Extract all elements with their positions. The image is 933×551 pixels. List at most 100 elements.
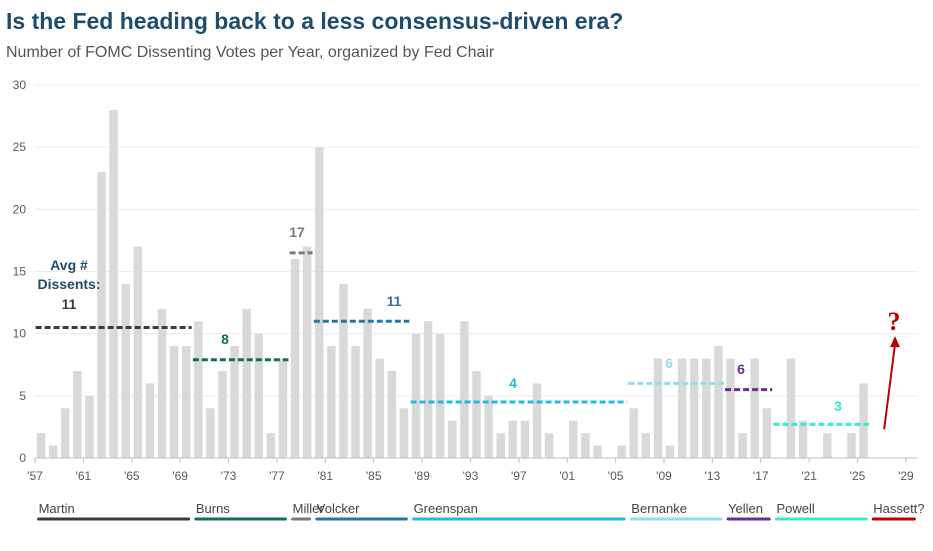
bar-2010 [677, 358, 687, 458]
x-tick-label: '97 [511, 469, 527, 483]
annotation-arrow-head [890, 336, 901, 348]
bar-2020 [798, 420, 808, 458]
bar-1994 [484, 395, 493, 458]
bar-2009 [665, 445, 675, 458]
bar-1965 [133, 246, 143, 458]
bar-1992 [460, 321, 469, 458]
bar-2015 [738, 433, 747, 458]
bar-1982 [339, 283, 348, 458]
bar-1968 [169, 346, 179, 458]
chair-label-burns: Burns [196, 501, 230, 516]
bar-1996 [508, 420, 518, 458]
bar-1988 [411, 333, 421, 458]
bar-1980 [315, 147, 324, 458]
bar-1960 [73, 370, 82, 458]
x-tick-label: '29 [898, 469, 914, 483]
x-tick-label: '69 [172, 469, 188, 483]
chair-label-hassett: Hassett? [873, 501, 924, 516]
y-tick-label: 20 [13, 202, 27, 216]
chair-label-volcker: Volcker [317, 501, 360, 516]
x-tick-label: '09 [656, 469, 672, 483]
x-tick-label: '01 [559, 469, 575, 483]
avg-label-powell: 3 [834, 398, 842, 414]
y-tick-label: 10 [13, 327, 27, 341]
avg-label-martin: 11 [62, 296, 77, 312]
bar-2024 [847, 433, 856, 458]
bar-1961 [85, 395, 94, 458]
bar-1972 [218, 370, 227, 458]
chair-label-yellen: Yellen [728, 501, 763, 516]
x-tick-label: '73 [221, 469, 237, 483]
bar-1966 [145, 383, 155, 458]
bar-2011 [689, 358, 699, 458]
avg-label-yellen: 6 [737, 361, 745, 377]
bar-2003 [593, 445, 602, 458]
y-tick-label: 25 [13, 140, 27, 154]
avg-heading-line: Avg # [50, 257, 88, 273]
bar-1978 [290, 259, 300, 458]
bar-1959 [61, 408, 70, 458]
bar-1971 [206, 408, 215, 458]
y-tick-label: 15 [13, 265, 27, 279]
avg-label-volcker: 11 [387, 293, 402, 309]
bar-1970 [194, 321, 203, 458]
x-tick-label: '65 [124, 469, 140, 483]
chair-label-miller: Miller [293, 501, 325, 516]
y-tick-label: 30 [13, 78, 27, 92]
x-tick-label: '89 [414, 469, 430, 483]
bar-1957 [36, 433, 46, 458]
bar-2007 [641, 433, 651, 458]
x-tick-label: '17 [753, 469, 769, 483]
bar-1991 [448, 420, 457, 458]
bar-2008 [653, 358, 663, 458]
x-tick-label: '85 [366, 469, 382, 483]
bar-2006 [629, 408, 638, 458]
bar-2016 [750, 358, 759, 458]
bar-1976 [266, 433, 276, 458]
y-tick-label: 0 [19, 451, 26, 465]
bar-1964 [121, 283, 130, 458]
bar-1993 [472, 370, 481, 458]
bar-1983 [351, 346, 360, 458]
chair-label-martin: Martin [39, 501, 75, 516]
bar-1967 [157, 308, 167, 458]
bar-2017 [762, 408, 772, 458]
bar-1977 [278, 358, 288, 458]
bar-1975 [254, 333, 264, 458]
bar-1974 [242, 308, 251, 458]
x-tick-label: '21 [801, 469, 817, 483]
bar-2002 [581, 433, 590, 458]
bar-1989 [423, 321, 433, 458]
bar-1979 [302, 246, 312, 458]
x-tick-label: '81 [317, 469, 333, 483]
bar-1986 [387, 370, 397, 458]
x-tick-label: '61 [76, 469, 92, 483]
bar-1973 [230, 346, 239, 458]
bar-1984 [363, 308, 372, 458]
x-tick-label: '05 [608, 469, 624, 483]
x-tick-label: '57 [27, 469, 43, 483]
bar-2014 [726, 358, 735, 458]
x-tick-label: '25 [850, 469, 866, 483]
bar-1995 [496, 433, 505, 458]
bar-1999 [544, 433, 554, 458]
chart-subtitle: Number of FOMC Dissenting Votes per Year… [6, 44, 495, 61]
avg-label-bernanke: 6 [665, 355, 673, 371]
bar-1969 [181, 346, 191, 458]
x-tick-label: '77 [269, 469, 285, 483]
chair-label-greenspan: Greenspan [414, 501, 478, 516]
bar-2012 [702, 358, 711, 458]
bar-2025 [859, 383, 868, 458]
bar-2019 [786, 358, 796, 458]
avg-label-miller: 17 [289, 224, 305, 240]
chair-label-bernanke: Bernanke [631, 501, 687, 516]
annotation-arrow-shaft [883, 344, 897, 430]
bar-1981 [327, 346, 336, 458]
bar-1998 [532, 383, 542, 458]
x-tick-label: '93 [463, 469, 479, 483]
bar-2001 [569, 420, 578, 458]
bar-1962 [97, 172, 106, 459]
bar-1958 [48, 445, 58, 458]
avg-label-greenspan: 4 [509, 375, 517, 391]
bar-1990 [435, 333, 445, 458]
